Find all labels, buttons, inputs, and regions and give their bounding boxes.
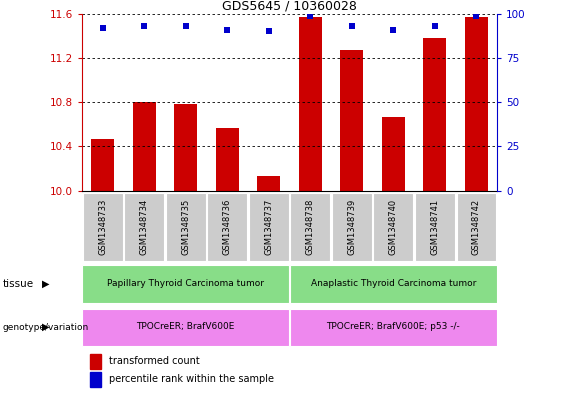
Bar — [382, 117, 405, 191]
Text: Anaplastic Thyroid Carcinoma tumor: Anaplastic Thyroid Carcinoma tumor — [311, 279, 476, 288]
Text: GSM1348740: GSM1348740 — [389, 199, 398, 255]
Bar — [457, 193, 497, 261]
Bar — [82, 193, 123, 261]
Bar — [166, 193, 206, 261]
Bar — [216, 128, 238, 191]
Text: GSM1348742: GSM1348742 — [472, 199, 481, 255]
Bar — [82, 309, 289, 346]
Text: ▶: ▶ — [42, 279, 50, 289]
Text: GSM1348737: GSM1348737 — [264, 199, 273, 255]
Text: GSM1348735: GSM1348735 — [181, 199, 190, 255]
Bar — [290, 309, 497, 346]
Text: Papillary Thyroid Carcinoma tumor: Papillary Thyroid Carcinoma tumor — [107, 279, 264, 288]
Bar — [249, 193, 289, 261]
Bar — [124, 193, 164, 261]
Bar — [424, 38, 446, 191]
Text: percentile rank within the sample: percentile rank within the sample — [109, 374, 274, 384]
Title: GDS5645 / 10360028: GDS5645 / 10360028 — [222, 0, 357, 13]
Text: GSM1348738: GSM1348738 — [306, 199, 315, 255]
Text: genotype/variation: genotype/variation — [3, 323, 89, 332]
Text: TPOCreER; BrafV600E; p53 -/-: TPOCreER; BrafV600E; p53 -/- — [327, 322, 460, 331]
Text: transformed count: transformed count — [109, 356, 199, 366]
Bar — [290, 265, 497, 303]
Text: GSM1348739: GSM1348739 — [347, 199, 357, 255]
Bar — [92, 139, 114, 191]
Bar — [290, 193, 331, 261]
Bar — [415, 193, 455, 261]
Text: tissue: tissue — [3, 279, 34, 289]
Bar — [332, 193, 372, 261]
Bar — [341, 50, 363, 191]
Bar — [82, 265, 289, 303]
Bar — [373, 193, 414, 261]
Text: GSM1348741: GSM1348741 — [431, 199, 440, 255]
Bar — [299, 17, 321, 191]
Bar — [258, 176, 280, 191]
Text: GSM1348733: GSM1348733 — [98, 199, 107, 255]
Bar — [465, 17, 488, 191]
Text: GSM1348736: GSM1348736 — [223, 199, 232, 255]
Bar — [90, 354, 101, 369]
Bar — [90, 372, 101, 387]
Text: TPOCreER; BrafV600E: TPOCreER; BrafV600E — [137, 322, 235, 331]
Bar — [175, 105, 197, 191]
Text: ▶: ▶ — [42, 322, 50, 332]
Text: GSM1348734: GSM1348734 — [140, 199, 149, 255]
Bar — [133, 102, 155, 191]
Bar — [207, 193, 247, 261]
